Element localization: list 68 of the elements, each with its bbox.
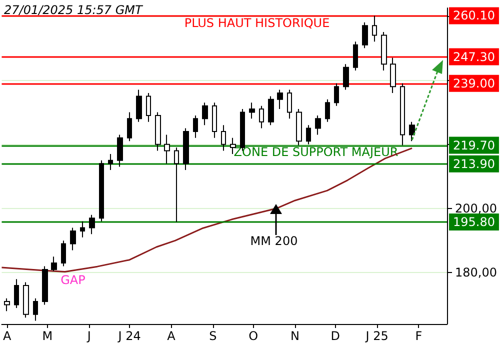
candlestick (221, 124, 226, 152)
ref-line-label: 260.10 (453, 8, 495, 23)
candlestick (343, 64, 349, 90)
x-tick-label: J 25 (364, 329, 388, 343)
candlestick (164, 134, 170, 164)
ref-line-label: 219.70 (453, 138, 495, 152)
candlestick (183, 128, 189, 171)
ref-line-label: 239.00 (453, 76, 495, 90)
candlestick (51, 256, 57, 272)
annotation: 27/01/2025 15:57 GMT (4, 3, 144, 17)
candlestick (42, 266, 48, 306)
annotation: PLUS HAUT HISTORIQUE (184, 16, 330, 30)
candlestick (146, 92, 151, 122)
candlestick (14, 278, 19, 308)
candlestick (334, 82, 339, 106)
x-tick-label: A (2, 329, 12, 343)
candlestick (117, 134, 123, 168)
candlestick (296, 108, 302, 146)
candlestick (212, 102, 217, 138)
x-tick-label: N (290, 329, 300, 343)
x-tick-label: J 24 (117, 329, 141, 343)
x-tick-label: S (209, 329, 217, 343)
candlestick (353, 41, 358, 72)
ref-line-label: 247.30 (453, 50, 495, 64)
candlestick (193, 114, 198, 138)
x-tick-label: J (86, 329, 91, 343)
x-tick-label: F (415, 329, 422, 343)
candlestick (372, 15, 377, 42)
x-tick-label: A (167, 329, 176, 343)
candlestick (136, 89, 142, 122)
candlestick (230, 137, 236, 154)
candlestick (400, 82, 405, 146)
candlestick (99, 160, 104, 222)
candlestick (4, 298, 10, 312)
candlestick (315, 114, 321, 136)
candlestick (287, 89, 292, 120)
candlestick (80, 220, 85, 238)
annotation: ZONE DE SUPPORT MAJEUR (234, 145, 398, 159)
candlestick (33, 298, 38, 322)
annotation: MM 200 (250, 234, 298, 248)
candlestick (277, 89, 283, 110)
candlestick (325, 98, 330, 122)
annotation: GAP (60, 273, 86, 287)
candlestick (409, 121, 415, 142)
x-tick-label: O (248, 329, 258, 343)
candlestick (249, 102, 255, 120)
candlestick (268, 96, 274, 126)
candlestick (306, 124, 311, 145)
candlestick (381, 32, 387, 72)
candlestick (127, 112, 132, 142)
ref-line-label: 213.90 (453, 156, 495, 171)
candlestick (362, 22, 368, 49)
candlestick (174, 147, 179, 222)
candlestick (70, 227, 76, 251)
candlestick (23, 282, 29, 318)
candlestick (61, 240, 66, 267)
y-tick-label: 180,00 (455, 266, 497, 280)
x-tick-label: M (42, 329, 53, 343)
candlestick (390, 57, 396, 94)
y-tick-label: 200,00 (455, 202, 497, 216)
candlestick (259, 105, 264, 129)
ref-line-label: 195.80 (453, 214, 495, 229)
x-tick-label: D (330, 329, 340, 343)
candlestick (108, 153, 113, 171)
line-series (0, 147, 413, 272)
candlestick (89, 214, 95, 235)
candlestick (202, 102, 208, 126)
candlestick (155, 112, 161, 152)
